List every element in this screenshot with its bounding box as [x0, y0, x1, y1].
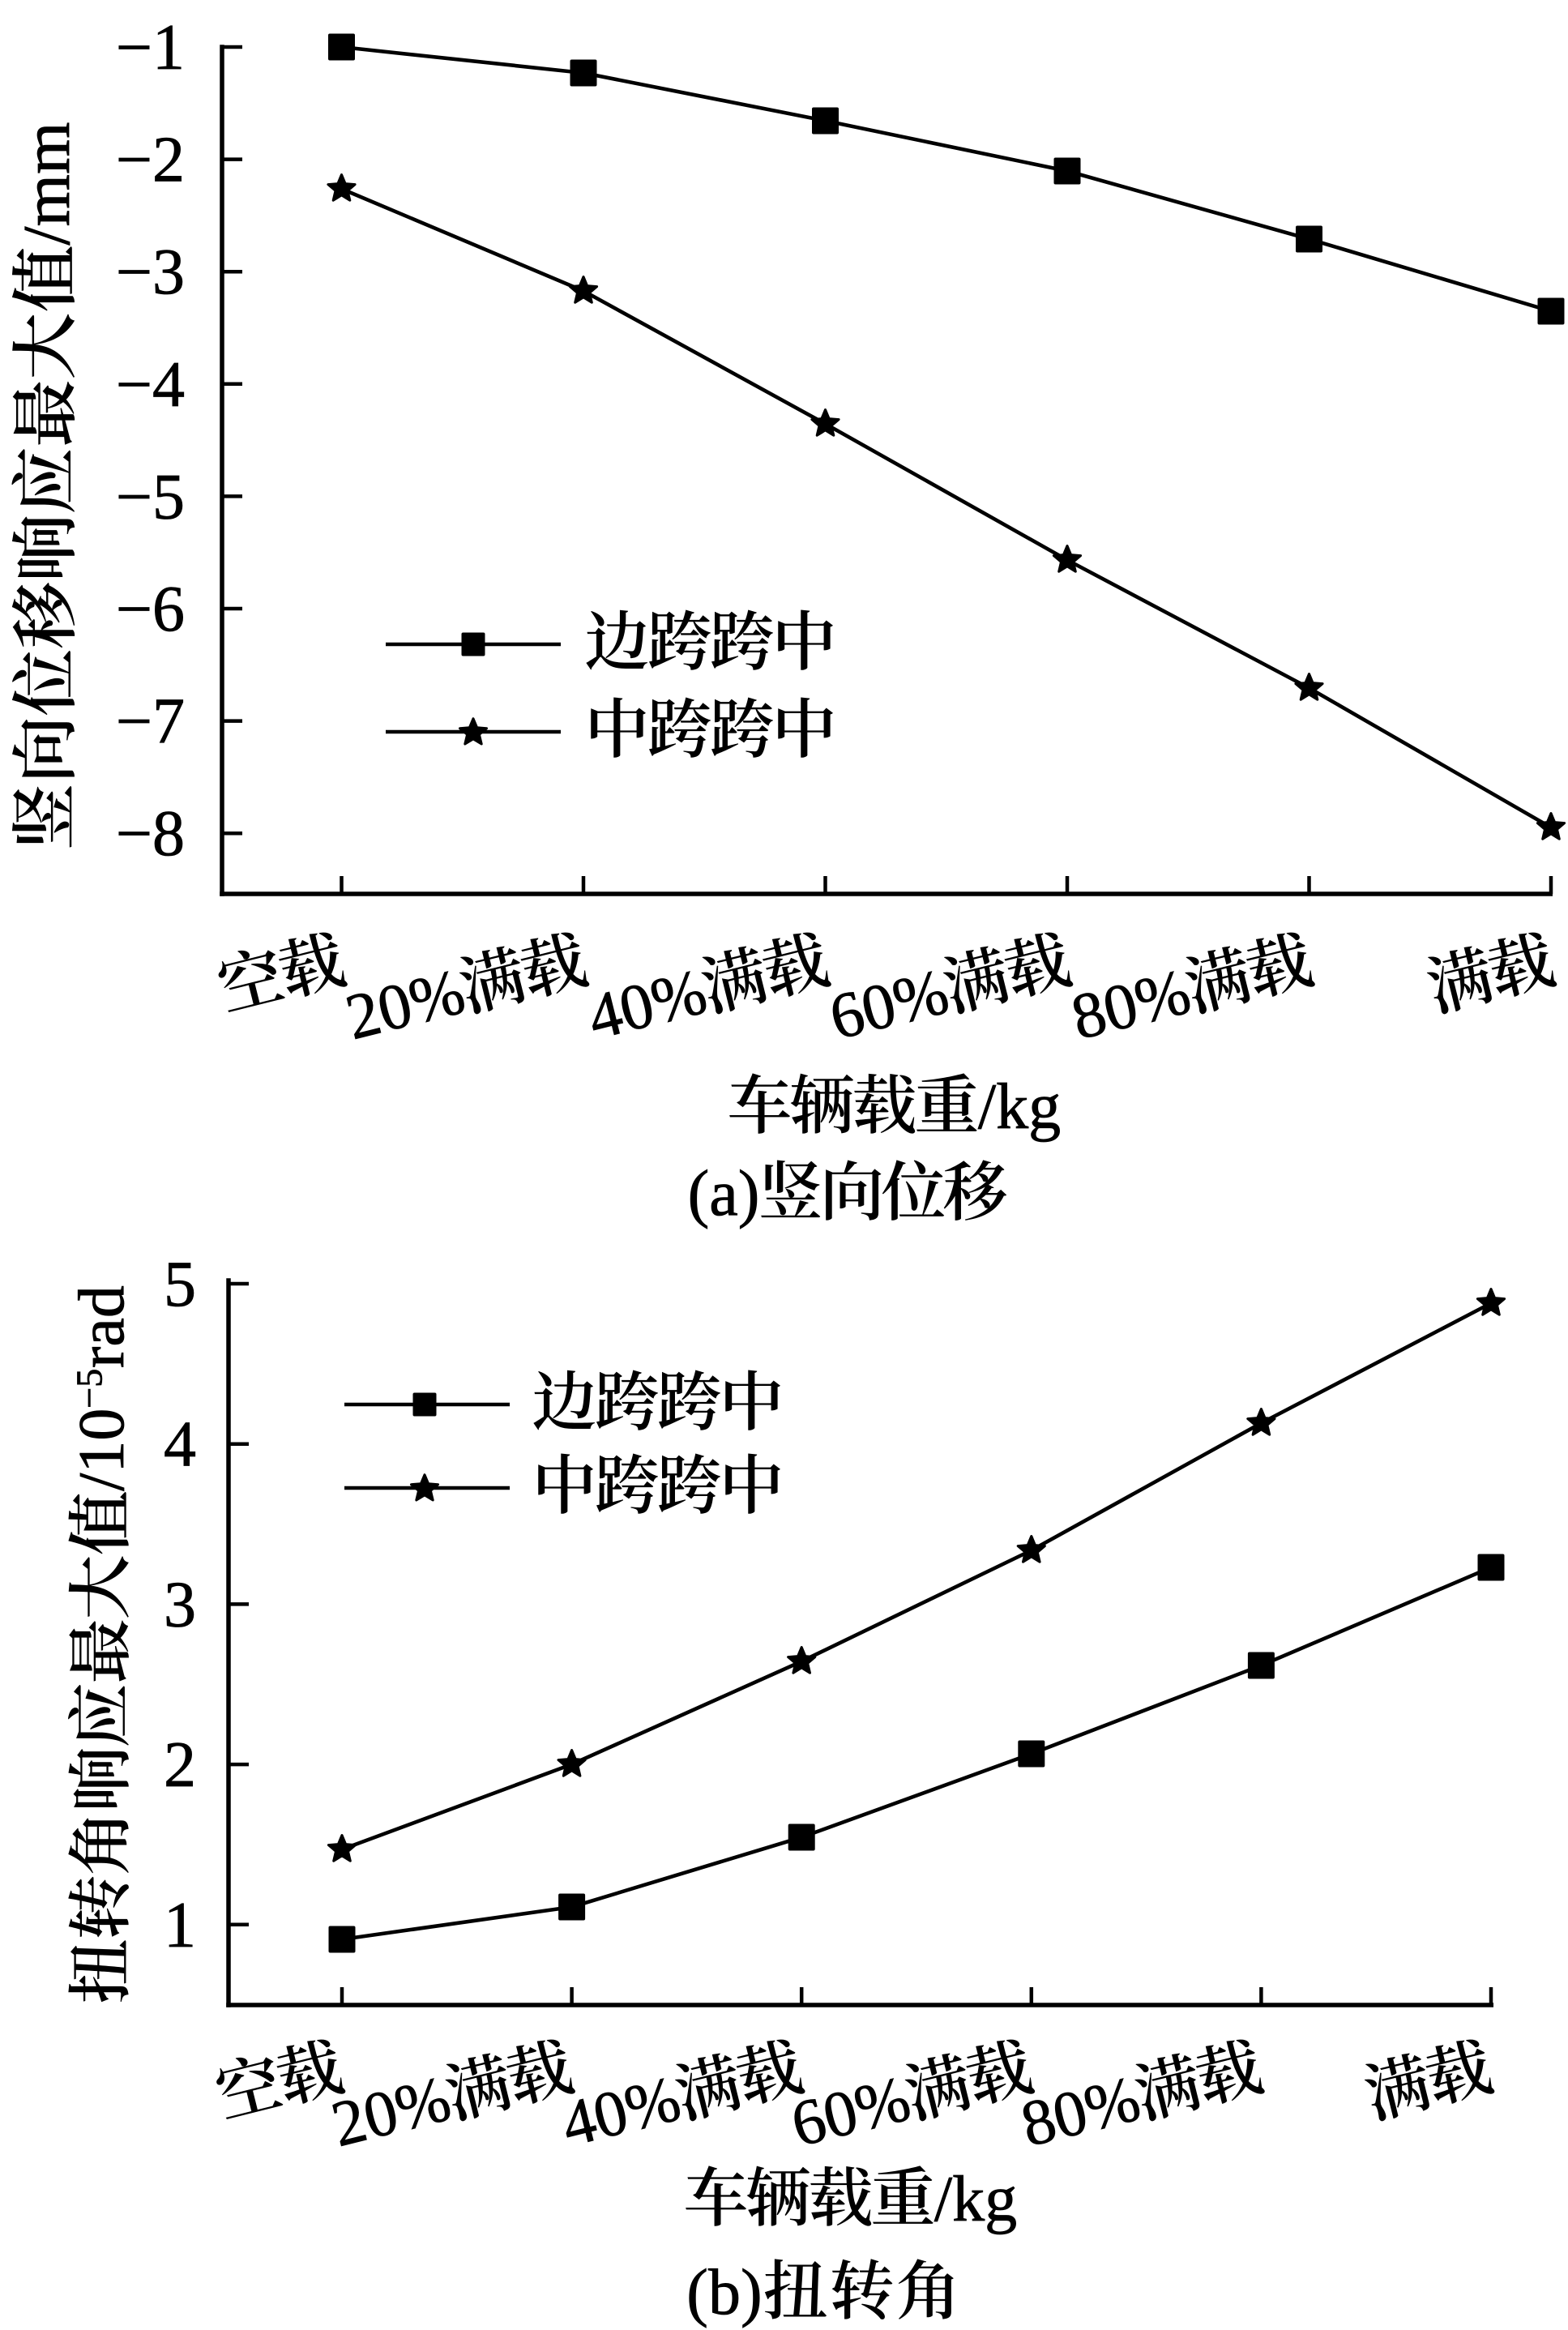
svg-text:−2: −2: [116, 125, 185, 196]
svg-text:2: 2: [164, 1729, 196, 1801]
svg-text:−8: −8: [116, 798, 185, 870]
svg-text:5: 5: [164, 1249, 196, 1320]
svg-text:1: 1: [164, 1890, 196, 1961]
svg-text:−6: −6: [116, 574, 185, 645]
svg-text:rad: rad: [66, 1285, 138, 1368]
svg-text:−7: −7: [116, 686, 185, 758]
svg-text:3: 3: [164, 1569, 196, 1640]
svg-text:−5: −5: [116, 461, 185, 532]
svg-text:/10: /10: [66, 1409, 138, 1491]
svg-text:−4: −4: [116, 349, 185, 421]
svg-text:80%: 80%: [1065, 956, 1198, 1054]
svg-text:/kg: /kg: [978, 1071, 1061, 1143]
svg-text:40%: 40%: [555, 2063, 688, 2161]
svg-text:(a): (a): [688, 1158, 760, 1229]
svg-text:−5: −5: [69, 1369, 110, 1409]
svg-text:4: 4: [164, 1409, 196, 1481]
svg-text:/kg: /kg: [934, 2164, 1017, 2235]
svg-text:−3: −3: [116, 237, 185, 308]
svg-text:/mm: /mm: [9, 122, 83, 245]
svg-text:(b): (b): [686, 2257, 762, 2328]
svg-text:−1: −1: [116, 12, 185, 83]
